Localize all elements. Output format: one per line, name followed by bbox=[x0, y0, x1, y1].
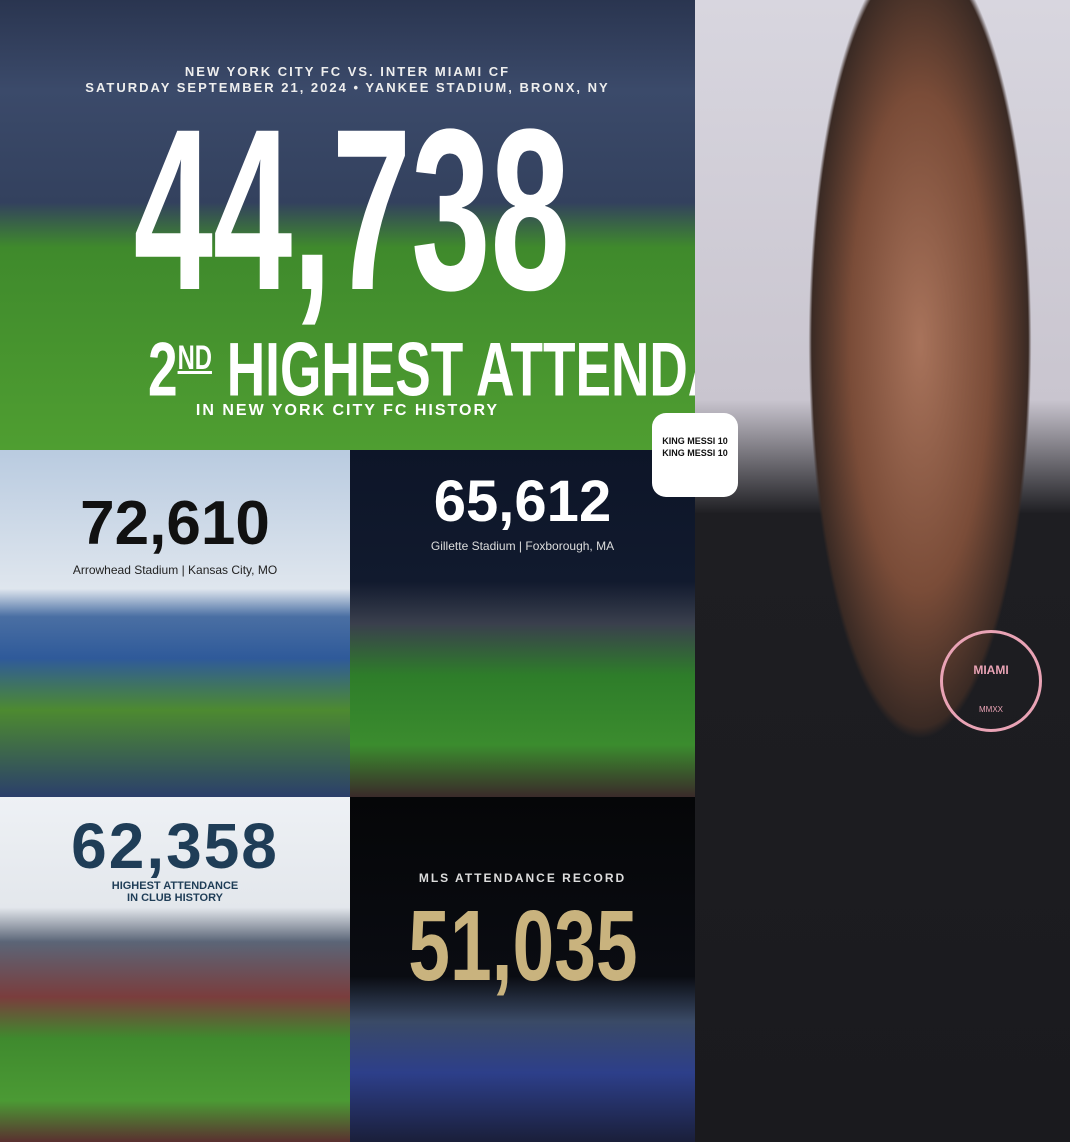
hero-subline: IN NEW YORK CITY FC HISTORY bbox=[195, 402, 500, 419]
panel-vancouver: MLS ATTENDANCE RECORD 51,035 bbox=[350, 797, 695, 1142]
badge-text: KING MESSI 10 KING MESSI 10 bbox=[662, 436, 728, 458]
caption-line: HIGHEST ATTENDANCE bbox=[111, 880, 239, 892]
hero-attendance-text: 44,738 bbox=[133, 81, 570, 338]
panel-foxborough: 65,612 Gillette Stadium | Foxborough, MA bbox=[350, 450, 695, 797]
panel-chicago: 62,358 HIGHEST ATTENDANCE IN CLUB HISTORY bbox=[0, 797, 350, 1142]
panel-venue: Arrowhead Stadium | Kansas City, MO bbox=[72, 563, 278, 577]
match-date: SATURDAY SEPTEMBER 21, 2024 • YANKEE STA… bbox=[85, 80, 610, 95]
panel-attendance: 51,035 bbox=[350, 889, 695, 1004]
rank: 2 bbox=[147, 327, 178, 413]
club-crest: MIAMI MMXX bbox=[940, 630, 1042, 732]
player-photo: MIAMI MMXX bbox=[695, 0, 1070, 1142]
hero-attendance: 44,738 bbox=[0, 95, 695, 325]
match-title: NEW YORK CITY FC VS. INTER MIAMI CF bbox=[184, 64, 511, 79]
panel-attendance: 65,612 bbox=[433, 469, 612, 534]
panel-kansas-city: 72,610 Arrowhead Stadium | Kansas City, … bbox=[0, 450, 350, 797]
hero-headline: 2ND HIGHEST ATTENDANCE bbox=[0, 318, 839, 413]
panel-attendance: 62,358 bbox=[71, 810, 279, 882]
rank-suffix: ND bbox=[177, 339, 212, 377]
panel-attendance-text: 51,035 bbox=[407, 890, 638, 1002]
panel-caption: HIGHEST ATTENDANCE IN CLUB HISTORY bbox=[0, 880, 350, 904]
hero-panel: NEW YORK CITY FC VS. INTER MIAMI CF SATU… bbox=[0, 0, 839, 450]
crest-name: MIAMI bbox=[973, 663, 1009, 677]
panel-attendance: 72,610 bbox=[80, 489, 270, 558]
crest-year: MMXX bbox=[979, 705, 1003, 714]
caption-line: IN CLUB HISTORY bbox=[127, 892, 223, 904]
badge: KING MESSI 10 KING MESSI 10 bbox=[652, 413, 738, 497]
panel-venue: Gillette Stadium | Foxborough, MA bbox=[430, 539, 615, 553]
panel-caption: MLS ATTENDANCE RECORD bbox=[418, 871, 627, 885]
